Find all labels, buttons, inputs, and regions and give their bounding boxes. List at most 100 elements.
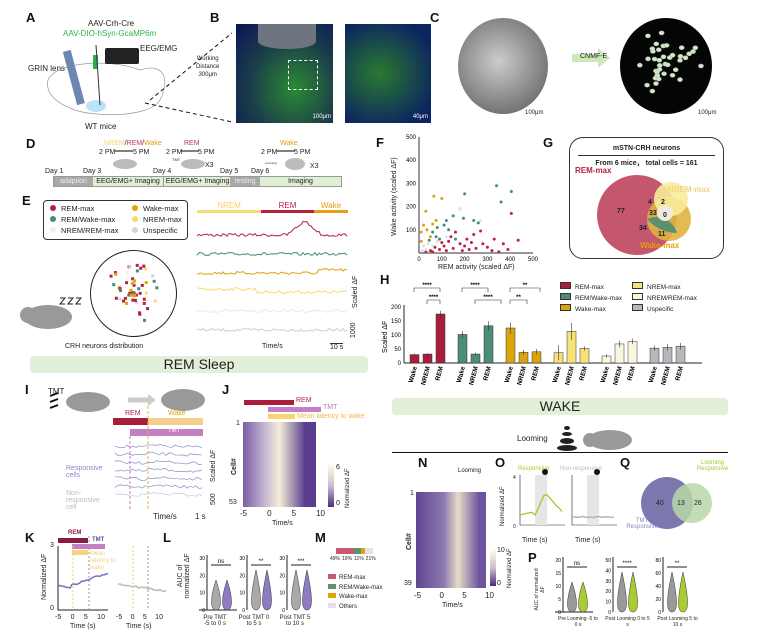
- legend-dot: [132, 227, 138, 233]
- nonresponsive-label: Non-responsive cell: [66, 490, 100, 511]
- arrow-icon: [572, 48, 610, 68]
- legend-label: REM/Wake-max: [61, 215, 116, 224]
- v-y-tick: 20: [555, 558, 561, 564]
- e-scale-f: 1000: [350, 322, 357, 338]
- scatter-point: [497, 250, 501, 254]
- panel-label-l: L: [163, 530, 171, 545]
- v-y-tick: 40: [655, 584, 661, 590]
- o-nonresponsive: Non-responsive: [560, 466, 603, 472]
- e-scale-time: 10 s: [330, 343, 344, 351]
- panel-label-a: A: [26, 10, 36, 25]
- scatter-point: [506, 248, 510, 252]
- n-cmax: 10: [497, 547, 505, 554]
- v-y-tick: 10: [279, 591, 285, 597]
- cell-contour: [651, 56, 658, 62]
- bar: [457, 334, 468, 364]
- neuron-dots: [109, 263, 159, 322]
- h-y-tick: 100: [391, 333, 402, 339]
- h-legend-label: NREM/REM-max: [647, 295, 697, 302]
- segment-resting: resting: [230, 177, 260, 186]
- h-legend-swatch: [632, 282, 643, 289]
- k-xt: 5: [83, 614, 88, 621]
- scatter-point: [495, 184, 499, 188]
- o-responsive: Responsive: [518, 466, 550, 472]
- wake-banner: WAKE: [392, 398, 728, 415]
- scatter-point: [428, 249, 432, 253]
- h-legend-item: REM-max: [560, 282, 604, 291]
- wd-line3: 300μm: [198, 72, 217, 78]
- h-y-tick: 150: [391, 319, 402, 325]
- k-mean-trace: [57, 572, 109, 590]
- g-n-center: 33: [649, 210, 657, 217]
- scatter-point: [420, 249, 424, 253]
- cell-contour: [658, 30, 665, 36]
- scatter-point: [461, 216, 465, 220]
- neuron-dot: [132, 291, 136, 295]
- m-legend-label: Others: [339, 603, 358, 610]
- scatter-point: [458, 207, 462, 211]
- s3-t1: 2 PM: [261, 149, 278, 156]
- scatter-point: [426, 242, 430, 246]
- sig-bracket: [509, 287, 541, 292]
- p-ylabel: AUC of normalized ΔF: [534, 568, 546, 611]
- venn-box: mSTN-CRH neurons From 6 mice， total cell…: [569, 137, 724, 259]
- segment-imaging-2: EEG/EMG+ Imaging: [163, 177, 231, 186]
- scatter-point: [472, 232, 476, 236]
- e-time-label: Time/s: [262, 343, 283, 350]
- v-y-tick: 10: [239, 591, 245, 597]
- legend-dot: [50, 227, 56, 233]
- i-mice-icons: [49, 389, 205, 412]
- k-xt: 10: [155, 614, 163, 621]
- y-tick: 100: [406, 228, 417, 234]
- panel-label-e: E: [22, 193, 31, 208]
- k-ytop: 3: [50, 542, 54, 549]
- s1-t1: 2 PM: [99, 149, 116, 156]
- sig-label: **: [259, 559, 264, 565]
- grin-label: GRIN lens: [28, 64, 65, 73]
- s1-nrem: NREM: [104, 140, 125, 147]
- k-axes: [57, 546, 108, 611]
- cell-contour: [692, 45, 699, 51]
- v-y-tick: 0: [608, 610, 611, 616]
- v-y-tick: 20: [239, 573, 245, 579]
- m-swatch: [328, 602, 336, 608]
- k-xt: 5: [142, 614, 147, 621]
- cell-contour: [669, 72, 676, 78]
- o-line-plots: [519, 469, 617, 526]
- cell-contour: [698, 63, 704, 69]
- legend-label: NREM/REM-max: [61, 226, 119, 235]
- wd-line1: Working: [196, 56, 219, 62]
- panel-label-n: N: [418, 455, 428, 470]
- scale-c1: 100μm: [525, 110, 544, 116]
- scatter-point: [424, 248, 428, 252]
- p-group-1: Pre Looming -5 to 0 s: [558, 616, 598, 628]
- h-legend-item: Uspecific: [632, 304, 673, 313]
- e-ylabel: Scaled ΔF: [352, 275, 359, 308]
- cell-contours: [637, 30, 704, 94]
- violin: [211, 579, 221, 611]
- scatter-point: [451, 246, 455, 250]
- y-tick: 200: [406, 205, 417, 211]
- i-tmt-bar-label: TMT: [168, 428, 181, 434]
- histology-zoom-image: 40μm: [345, 24, 431, 123]
- s2-t2: 5 PM: [198, 149, 215, 156]
- cell-contour: [654, 69, 660, 75]
- sig-label: ***: [297, 559, 305, 565]
- h-x-tick: Wake: [504, 365, 515, 383]
- s3-t2: 5 PM: [294, 149, 311, 156]
- violin: [262, 569, 272, 611]
- i-rem: REM: [125, 410, 141, 417]
- n-ylabel: Cell#: [406, 533, 413, 550]
- virus-cre: AAV-Crh-Cre: [88, 19, 135, 28]
- i-time: Time/s: [153, 512, 177, 521]
- h-legend-item: REM/Wake-max: [560, 293, 622, 302]
- zoom-box: [288, 60, 318, 90]
- s1-wake: Wake: [144, 140, 162, 147]
- h-x-tick: Wake: [408, 365, 419, 383]
- i-scale-t: 1 s: [195, 512, 206, 521]
- sig-bracket: [461, 287, 489, 292]
- v-y-tick: 20: [279, 573, 285, 579]
- panel-label-q: Q: [620, 455, 631, 470]
- h-legend-item: Wake-max: [560, 304, 606, 313]
